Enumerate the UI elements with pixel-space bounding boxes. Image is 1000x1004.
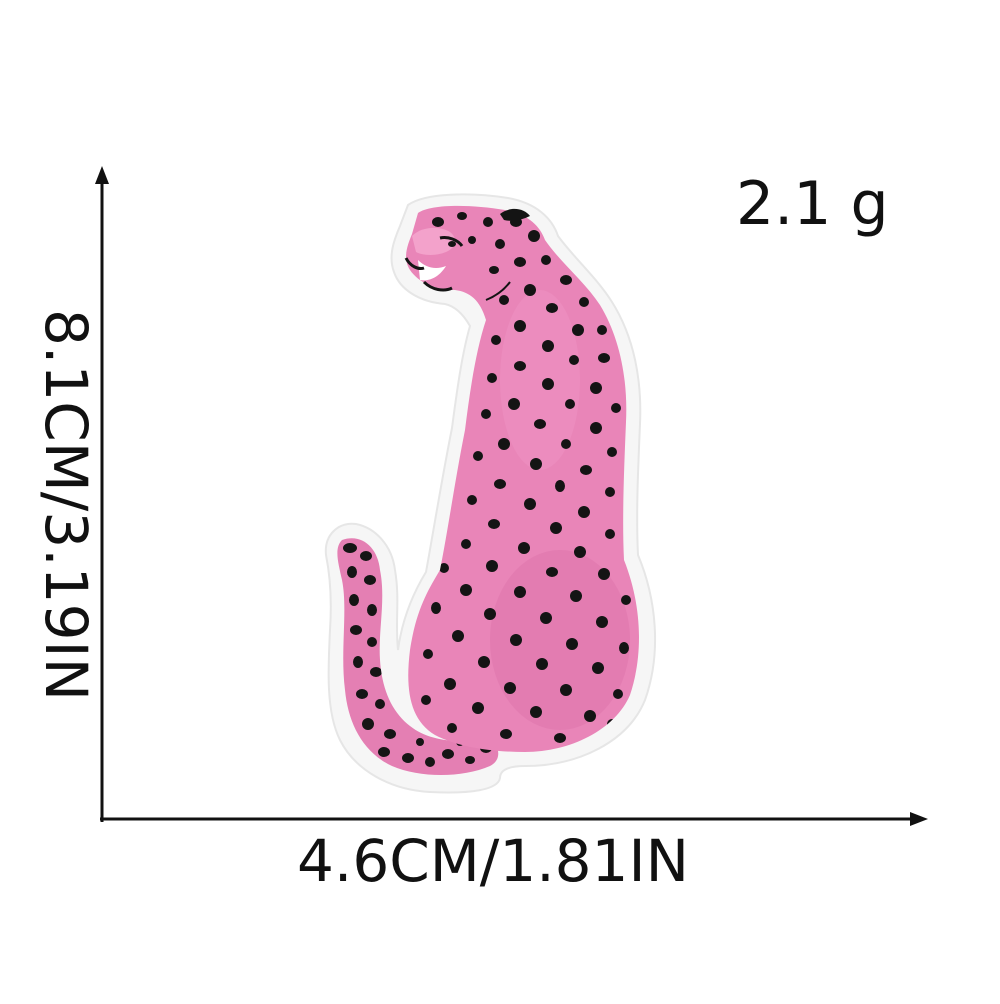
width-dimension-label: 4.6CM/1.81IN bbox=[297, 827, 689, 895]
width-axis bbox=[100, 812, 928, 826]
arrow-up-icon bbox=[95, 166, 109, 184]
pink-cheetah-patch-icon bbox=[324, 193, 657, 794]
arrow-right-icon bbox=[910, 812, 928, 826]
height-dimension-label: 8.1CM/3.19IN bbox=[32, 309, 100, 701]
weight-label: 2.1 g bbox=[736, 169, 889, 239]
height-axis bbox=[95, 166, 109, 822]
cheetah-head bbox=[404, 208, 530, 301]
